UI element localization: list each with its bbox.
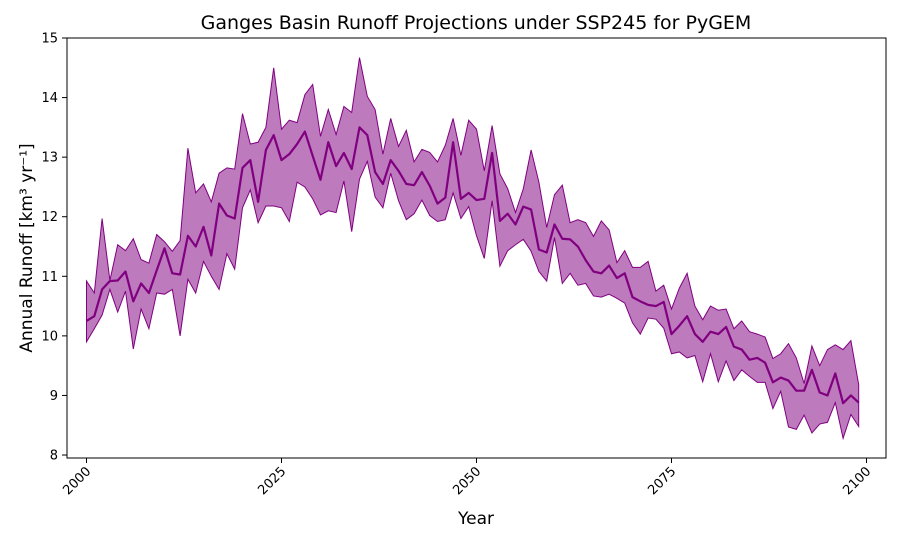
y-tick-label: 9 — [50, 389, 58, 404]
y-tick-label: 10 — [41, 329, 58, 344]
x-axis-label: Year — [457, 509, 494, 529]
x-tick-label: 2100 — [840, 464, 874, 498]
x-tick-label: 2075 — [645, 464, 679, 498]
y-tick-label: 11 — [41, 270, 58, 285]
y-axis-label: Annual Runoff [km³ yr⁻¹] — [17, 143, 37, 352]
y-tick-label: 13 — [41, 151, 58, 166]
plot-area — [85, 57, 860, 441]
uncertainty-band — [86, 57, 860, 441]
y-tick-label: 12 — [41, 210, 58, 225]
x-tick-label: 2000 — [60, 464, 94, 498]
median-line — [85, 126, 860, 405]
x-tick-label: 2025 — [255, 464, 289, 498]
chart-title: Ganges Basin Runoff Projections under SS… — [201, 12, 752, 34]
y-tick-label: 8 — [50, 449, 58, 464]
x-tick-label: 2050 — [450, 464, 484, 498]
y-tick-label: 14 — [41, 91, 58, 106]
y-tick-label: 15 — [41, 32, 58, 47]
